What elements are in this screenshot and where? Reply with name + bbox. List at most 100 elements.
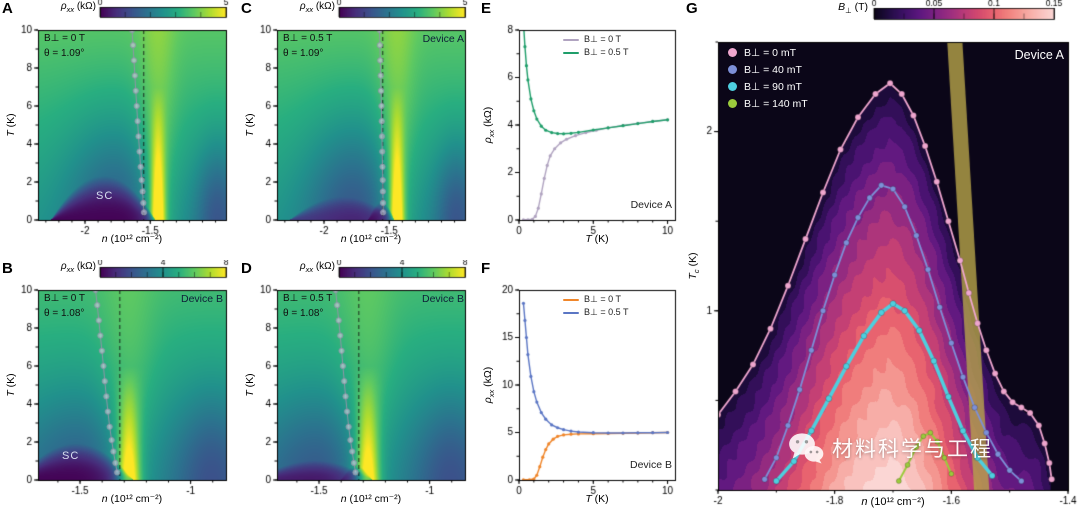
k-unit: (K) (686, 252, 699, 270)
twist-angle-annotation: θ = 1.08° (283, 308, 324, 319)
y-axis-title: T (K) (5, 113, 17, 136)
y-axis-title: T (K) (244, 113, 256, 136)
k-unit: (K) (591, 493, 609, 505)
legend-label: B⊥ = 0 T (584, 294, 621, 304)
t-symbol: T (585, 233, 592, 245)
x-axis-title: n (10¹² cm⁻²) (38, 233, 226, 245)
c-subscript: c (692, 269, 702, 274)
legend-swatch (563, 298, 579, 301)
y-axis-title: T (K) (5, 373, 17, 396)
t-symbol: T (5, 390, 17, 397)
legend-item: B⊥ = 0 mT (728, 44, 808, 61)
unit: (kΩ) (481, 106, 494, 130)
legend-dot (728, 48, 737, 57)
n-symbol: n (340, 233, 347, 245)
k-unit: (K) (5, 373, 17, 391)
perp-subscript: ⊥ (845, 6, 852, 16)
legend-label: B⊥ = 140 mT (744, 97, 808, 110)
legend-item: B⊥ = 0.5 T (563, 46, 628, 59)
panel-label-d: D (241, 260, 252, 277)
x-axis-title: n (10¹² cm⁻²) (277, 493, 465, 505)
twist-angle-annotation: θ = 1.08° (44, 308, 85, 319)
line-chart-canvas-f (479, 260, 683, 519)
unit: (kΩ) (74, 261, 96, 272)
k-unit: (K) (5, 113, 17, 131)
t-symbol: T (686, 273, 699, 280)
k-unit: (K) (591, 233, 609, 245)
panel-label-b: B (2, 260, 13, 277)
device-label: Device B (180, 293, 223, 305)
rho-subscript: xx (487, 129, 497, 138)
n-symbol: n (340, 493, 347, 505)
rho-symbol: ρ (60, 1, 67, 12)
k-unit: (K) (244, 113, 256, 131)
line-chart-canvas-e (479, 0, 683, 259)
twist-angle-annotation: θ = 1.09° (44, 48, 85, 59)
device-label: Device A (630, 199, 672, 211)
t-symbol: T (244, 390, 256, 397)
panel-b: B ρxx (kΩ) B⊥ = 0 T θ = 1.08° Device B S… (0, 260, 238, 519)
legend-dot (728, 82, 737, 91)
colorbar-label: ρxx (kΩ) (24, 261, 96, 274)
twist-angle-annotation: θ = 1.09° (283, 48, 324, 59)
panel-c: C ρxx (kΩ) B⊥ = 0.5 T θ = 1.09° Device A… (239, 0, 479, 259)
y-axis-title: ρxx (kΩ) (482, 107, 496, 144)
rho-symbol: ρ (60, 261, 67, 272)
n-symbol: n (101, 233, 108, 245)
legend-item: B⊥ = 0 T (563, 293, 628, 306)
heatmap-canvas-a (0, 0, 238, 259)
panel-f: F B⊥ = 0 T B⊥ = 0.5 T Device B T (K) ρxx… (479, 260, 683, 519)
rho-symbol: ρ (481, 397, 494, 404)
unit: (kΩ) (74, 1, 96, 12)
legend-dot (728, 65, 737, 74)
b-symbol: B (838, 1, 846, 13)
rho-symbol: ρ (299, 261, 306, 272)
legend-label: B⊥ = 0.5 T (584, 307, 629, 317)
colorbar-label: B⊥ (T) (798, 1, 868, 15)
t-unit: (T) (851, 1, 868, 13)
watermark: 材料科学与工程 (788, 432, 993, 464)
n-symbol: n (861, 496, 868, 508)
n-unit: (10¹² cm⁻²) (346, 493, 402, 505)
rho-subscript: xx (305, 265, 314, 274)
legend: B⊥ = 0 T B⊥ = 0.5 T (563, 293, 628, 319)
x-axis-title: T (K) (519, 493, 675, 505)
field-annotation: B⊥ = 0 T (44, 33, 86, 44)
device-label: Device B (629, 459, 672, 471)
legend-swatch (563, 51, 579, 54)
device-label: Device A (422, 33, 464, 45)
field-annotation: B⊥ = 0 T (44, 293, 86, 304)
legend-label: B⊥ = 40 mT (744, 63, 802, 76)
legend-item: B⊥ = 40 mT (728, 61, 808, 78)
panel-label-a: A (2, 0, 13, 17)
rho-subscript: xx (66, 5, 75, 14)
k-unit: (K) (244, 373, 256, 391)
x-axis-title: n (10¹² cm⁻²) (277, 233, 465, 245)
n-symbol: n (101, 493, 108, 505)
t-symbol: T (244, 130, 256, 137)
heatmap-canvas-d (239, 260, 479, 519)
unit: (kΩ) (481, 366, 494, 390)
n-unit: (10¹² cm⁻²) (346, 233, 402, 245)
rho-symbol: ρ (481, 137, 494, 144)
legend-item: B⊥ = 140 mT (728, 95, 808, 112)
n-unit: (10¹² cm⁻²) (867, 496, 925, 508)
x-axis-title: T (K) (519, 233, 675, 245)
legend-dot (728, 99, 737, 108)
watermark-text: 材料科学与工程 (832, 438, 993, 461)
legend-item: B⊥ = 0 T (563, 33, 628, 46)
legend-label: B⊥ = 90 mT (744, 80, 802, 93)
rho-subscript: xx (66, 265, 75, 274)
panel-e: E B⊥ = 0 T B⊥ = 0.5 T Device A T (K) ρxx… (479, 0, 683, 259)
heatmap-canvas-b (0, 260, 238, 519)
colorbar-label: ρxx (kΩ) (263, 261, 335, 274)
rho-symbol: ρ (299, 1, 306, 12)
rho-subscript: xx (487, 389, 497, 398)
n-unit: (10¹² cm⁻²) (107, 233, 163, 245)
legend-label: B⊥ = 0 T (584, 34, 621, 44)
panel-g: G B⊥ (T) B⊥ = 0 mT B⊥ = 40 mT B⊥ = 90 mT… (684, 0, 1080, 519)
legend-item: B⊥ = 90 mT (728, 78, 808, 95)
legend-item: B⊥ = 0.5 T (563, 306, 628, 319)
legend-swatch (563, 311, 579, 314)
